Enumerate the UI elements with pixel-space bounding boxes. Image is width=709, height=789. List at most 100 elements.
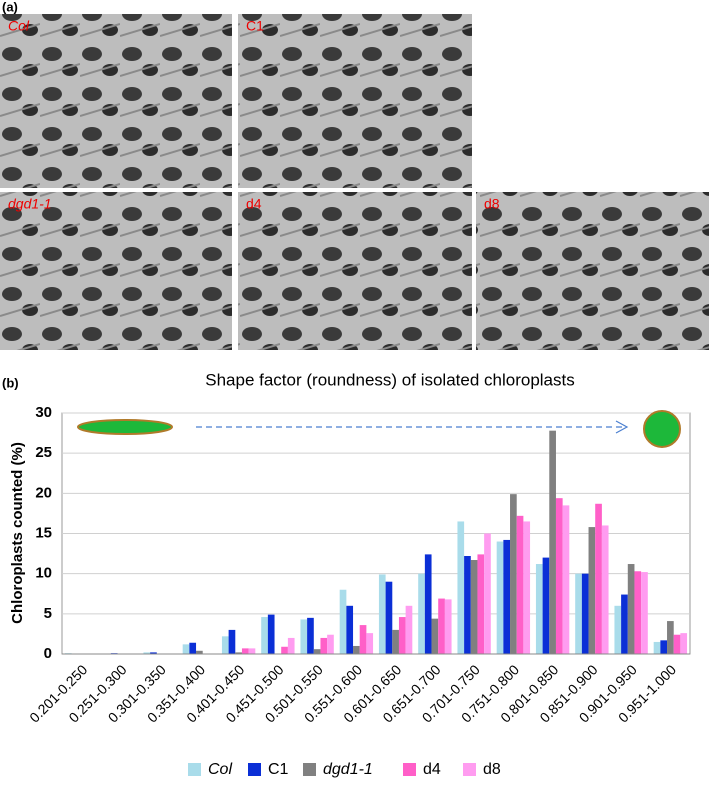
y-axis-label: Chloroplasts counted (%): [9, 442, 26, 624]
bar: [261, 617, 268, 654]
bar: [431, 618, 439, 654]
bar: [385, 581, 393, 654]
bar: [327, 634, 334, 654]
bar: [353, 645, 360, 654]
y-tick-label: 10: [35, 565, 52, 582]
legend-label: d8: [483, 761, 501, 778]
bar: [424, 554, 432, 654]
y-tick-label: 0: [44, 645, 52, 662]
bar: [228, 629, 236, 654]
bar: [248, 648, 256, 654]
y-tick-label: 20: [35, 484, 52, 501]
image-label: d8: [484, 196, 500, 212]
bar: [621, 594, 628, 654]
bar: [182, 644, 190, 654]
bar: [398, 617, 406, 654]
bar: [484, 533, 491, 654]
bar: [143, 652, 151, 654]
bar: [575, 573, 582, 654]
bar: [680, 633, 688, 654]
legend-label: Col: [208, 761, 232, 778]
image-label: C1: [246, 18, 264, 34]
panel-label: (b): [2, 375, 19, 390]
micrographs: [0, 14, 709, 350]
bar: [673, 634, 681, 654]
legend-swatch: [248, 763, 261, 776]
image-label: d4: [246, 196, 262, 212]
y-tick-label: 5: [44, 605, 52, 622]
bar: [627, 564, 635, 654]
bar: [313, 649, 321, 654]
bar: [281, 646, 288, 654]
bar: [339, 589, 347, 654]
legend-swatch: [463, 763, 476, 776]
bar: [549, 430, 556, 654]
micrograph: [0, 14, 232, 188]
bar: [470, 560, 478, 654]
arrow-head: [615, 420, 629, 434]
legend-swatch: [403, 763, 416, 776]
bar: [503, 539, 511, 654]
legend-swatch: [188, 763, 201, 776]
bar: [496, 541, 504, 654]
chart-title: Shape factor (roundness) of isolated chl…: [205, 370, 574, 389]
bar: [438, 598, 445, 654]
image-label: dgd1-1: [8, 196, 52, 212]
panel-label: (a): [2, 0, 18, 14]
bar: [555, 498, 563, 654]
bar: [535, 564, 543, 654]
micrograph: [0, 192, 232, 350]
bar: [366, 633, 374, 654]
bar: [405, 605, 413, 654]
bar: [300, 619, 308, 654]
bar: [444, 599, 452, 654]
bar: [392, 629, 399, 654]
bar: [378, 574, 386, 654]
bar: [241, 648, 249, 654]
bar: [189, 642, 197, 654]
legend-swatch: [303, 763, 316, 776]
micrograph: [238, 192, 472, 350]
y-tick-label: 30: [35, 404, 52, 421]
bar: [516, 515, 524, 654]
bar: [523, 521, 531, 654]
micrograph: [238, 14, 472, 188]
bar: [346, 605, 354, 654]
divider: [232, 0, 238, 350]
bar: [660, 640, 668, 654]
legend-label: d4: [423, 761, 441, 778]
round-icon: [643, 410, 681, 448]
bar: [614, 605, 622, 654]
image-label: Col: [8, 18, 30, 34]
bar: [464, 555, 471, 654]
bar: [221, 636, 229, 654]
bar: [359, 625, 367, 654]
bar: [601, 525, 609, 654]
bar: [588, 527, 596, 654]
bar: [150, 652, 157, 654]
bar: [418, 573, 425, 654]
bar: [457, 521, 465, 654]
y-tick-label: 25: [35, 444, 52, 461]
shape-icons: [77, 410, 681, 448]
bar: [581, 573, 589, 654]
bar: [320, 637, 328, 654]
bar: [307, 617, 314, 654]
bar: [653, 641, 661, 654]
bar: [562, 505, 570, 654]
legend-label: C1: [268, 761, 289, 778]
elongated-icon: [77, 419, 173, 435]
micrograph: [476, 192, 709, 350]
bar: [477, 554, 485, 654]
y-tick-label: 15: [35, 524, 52, 541]
bar: [641, 572, 648, 654]
bar: [667, 621, 674, 654]
bar: [634, 571, 642, 654]
bar: [267, 614, 275, 654]
bar: [510, 494, 517, 654]
bar: [595, 503, 602, 654]
bar: [235, 652, 242, 654]
bar: [196, 650, 203, 654]
legend-label: dgd1-1: [323, 761, 373, 778]
